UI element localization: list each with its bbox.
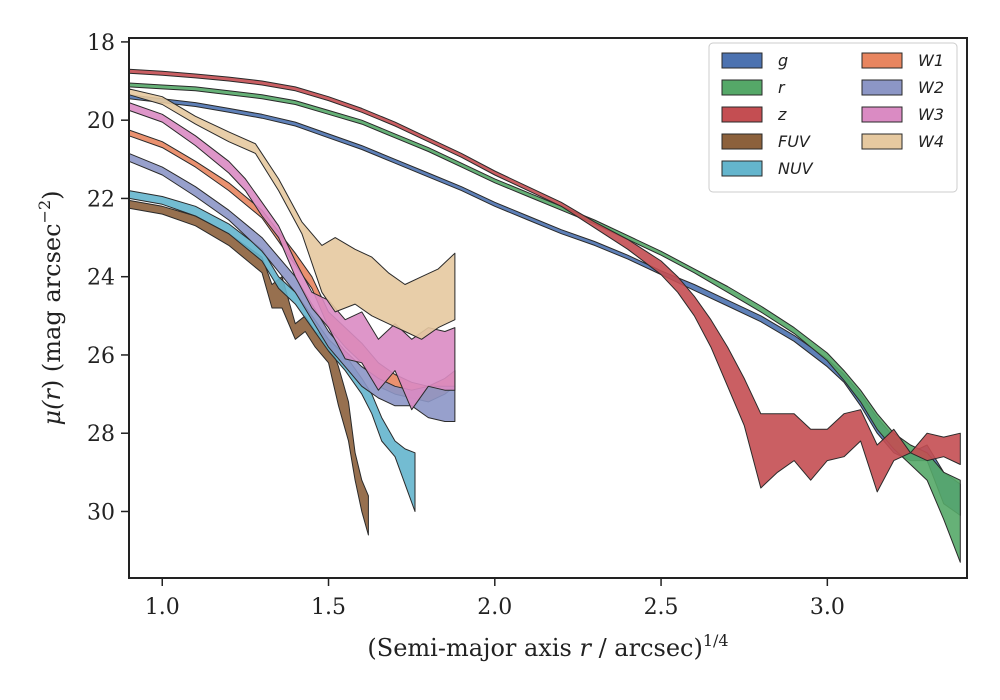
y-tick-label: 24 xyxy=(87,266,115,291)
band-z xyxy=(128,68,961,493)
legend-swatch-w4 xyxy=(861,133,903,150)
legend-swatch-z xyxy=(721,106,763,123)
y-tick-label: 30 xyxy=(87,500,115,525)
legend-label-w2: W2 xyxy=(918,78,944,97)
y-tick-label: 28 xyxy=(87,422,115,447)
x-tick-label: 2.0 xyxy=(477,595,512,620)
y-tick-label: 22 xyxy=(87,187,115,212)
legend-label-fuv: FUV xyxy=(778,132,811,151)
legend-swatch-r xyxy=(721,79,763,96)
y-axis-label: μ(r) (mag arcsec−2) xyxy=(35,190,66,425)
legend-swatch-nuv xyxy=(721,160,763,177)
band-w3 xyxy=(128,102,456,411)
legend-label-w3: W3 xyxy=(918,105,944,124)
y-tick-label: 18 xyxy=(87,31,115,56)
y-tick-label: 20 xyxy=(87,109,115,134)
legend-swatch-w3 xyxy=(861,106,903,123)
legend-label-r: r xyxy=(778,78,786,97)
plot-frame xyxy=(128,37,968,579)
band-r xyxy=(128,82,961,563)
x-tick-label: 1.0 xyxy=(145,595,180,620)
legend-label-z: z xyxy=(777,105,787,124)
legend: grz FUV NUV W1 W2 W3 W4 xyxy=(708,42,958,193)
band-nuv xyxy=(128,190,416,512)
legend-swatch-w2 xyxy=(861,79,903,96)
legend-label-nuv: NUV xyxy=(778,159,814,178)
legend-label-g: g xyxy=(778,51,788,70)
x-axis: 1.0 1.5 2.0 2.5 3.0 xyxy=(145,578,845,620)
legend-swatch-w1 xyxy=(861,52,903,69)
legend-swatch-fuv xyxy=(721,133,763,150)
x-tick-label: 2.5 xyxy=(644,595,679,620)
x-tick-label: 3.0 xyxy=(810,595,845,620)
legend-label-w1: W1 xyxy=(918,51,944,70)
profile-bands xyxy=(128,68,961,563)
band-w4 xyxy=(128,88,456,340)
x-axis-label: (Semi-major axis r / arcsec)1/4 xyxy=(367,631,728,662)
x-tick-label: 1.5 xyxy=(311,595,346,620)
y-tick-label: 26 xyxy=(87,344,115,369)
legend-swatch-g xyxy=(721,52,763,69)
legend-label-w4: W4 xyxy=(918,132,944,151)
y-axis: 18 20 22 24 26 28 30 xyxy=(87,31,129,525)
